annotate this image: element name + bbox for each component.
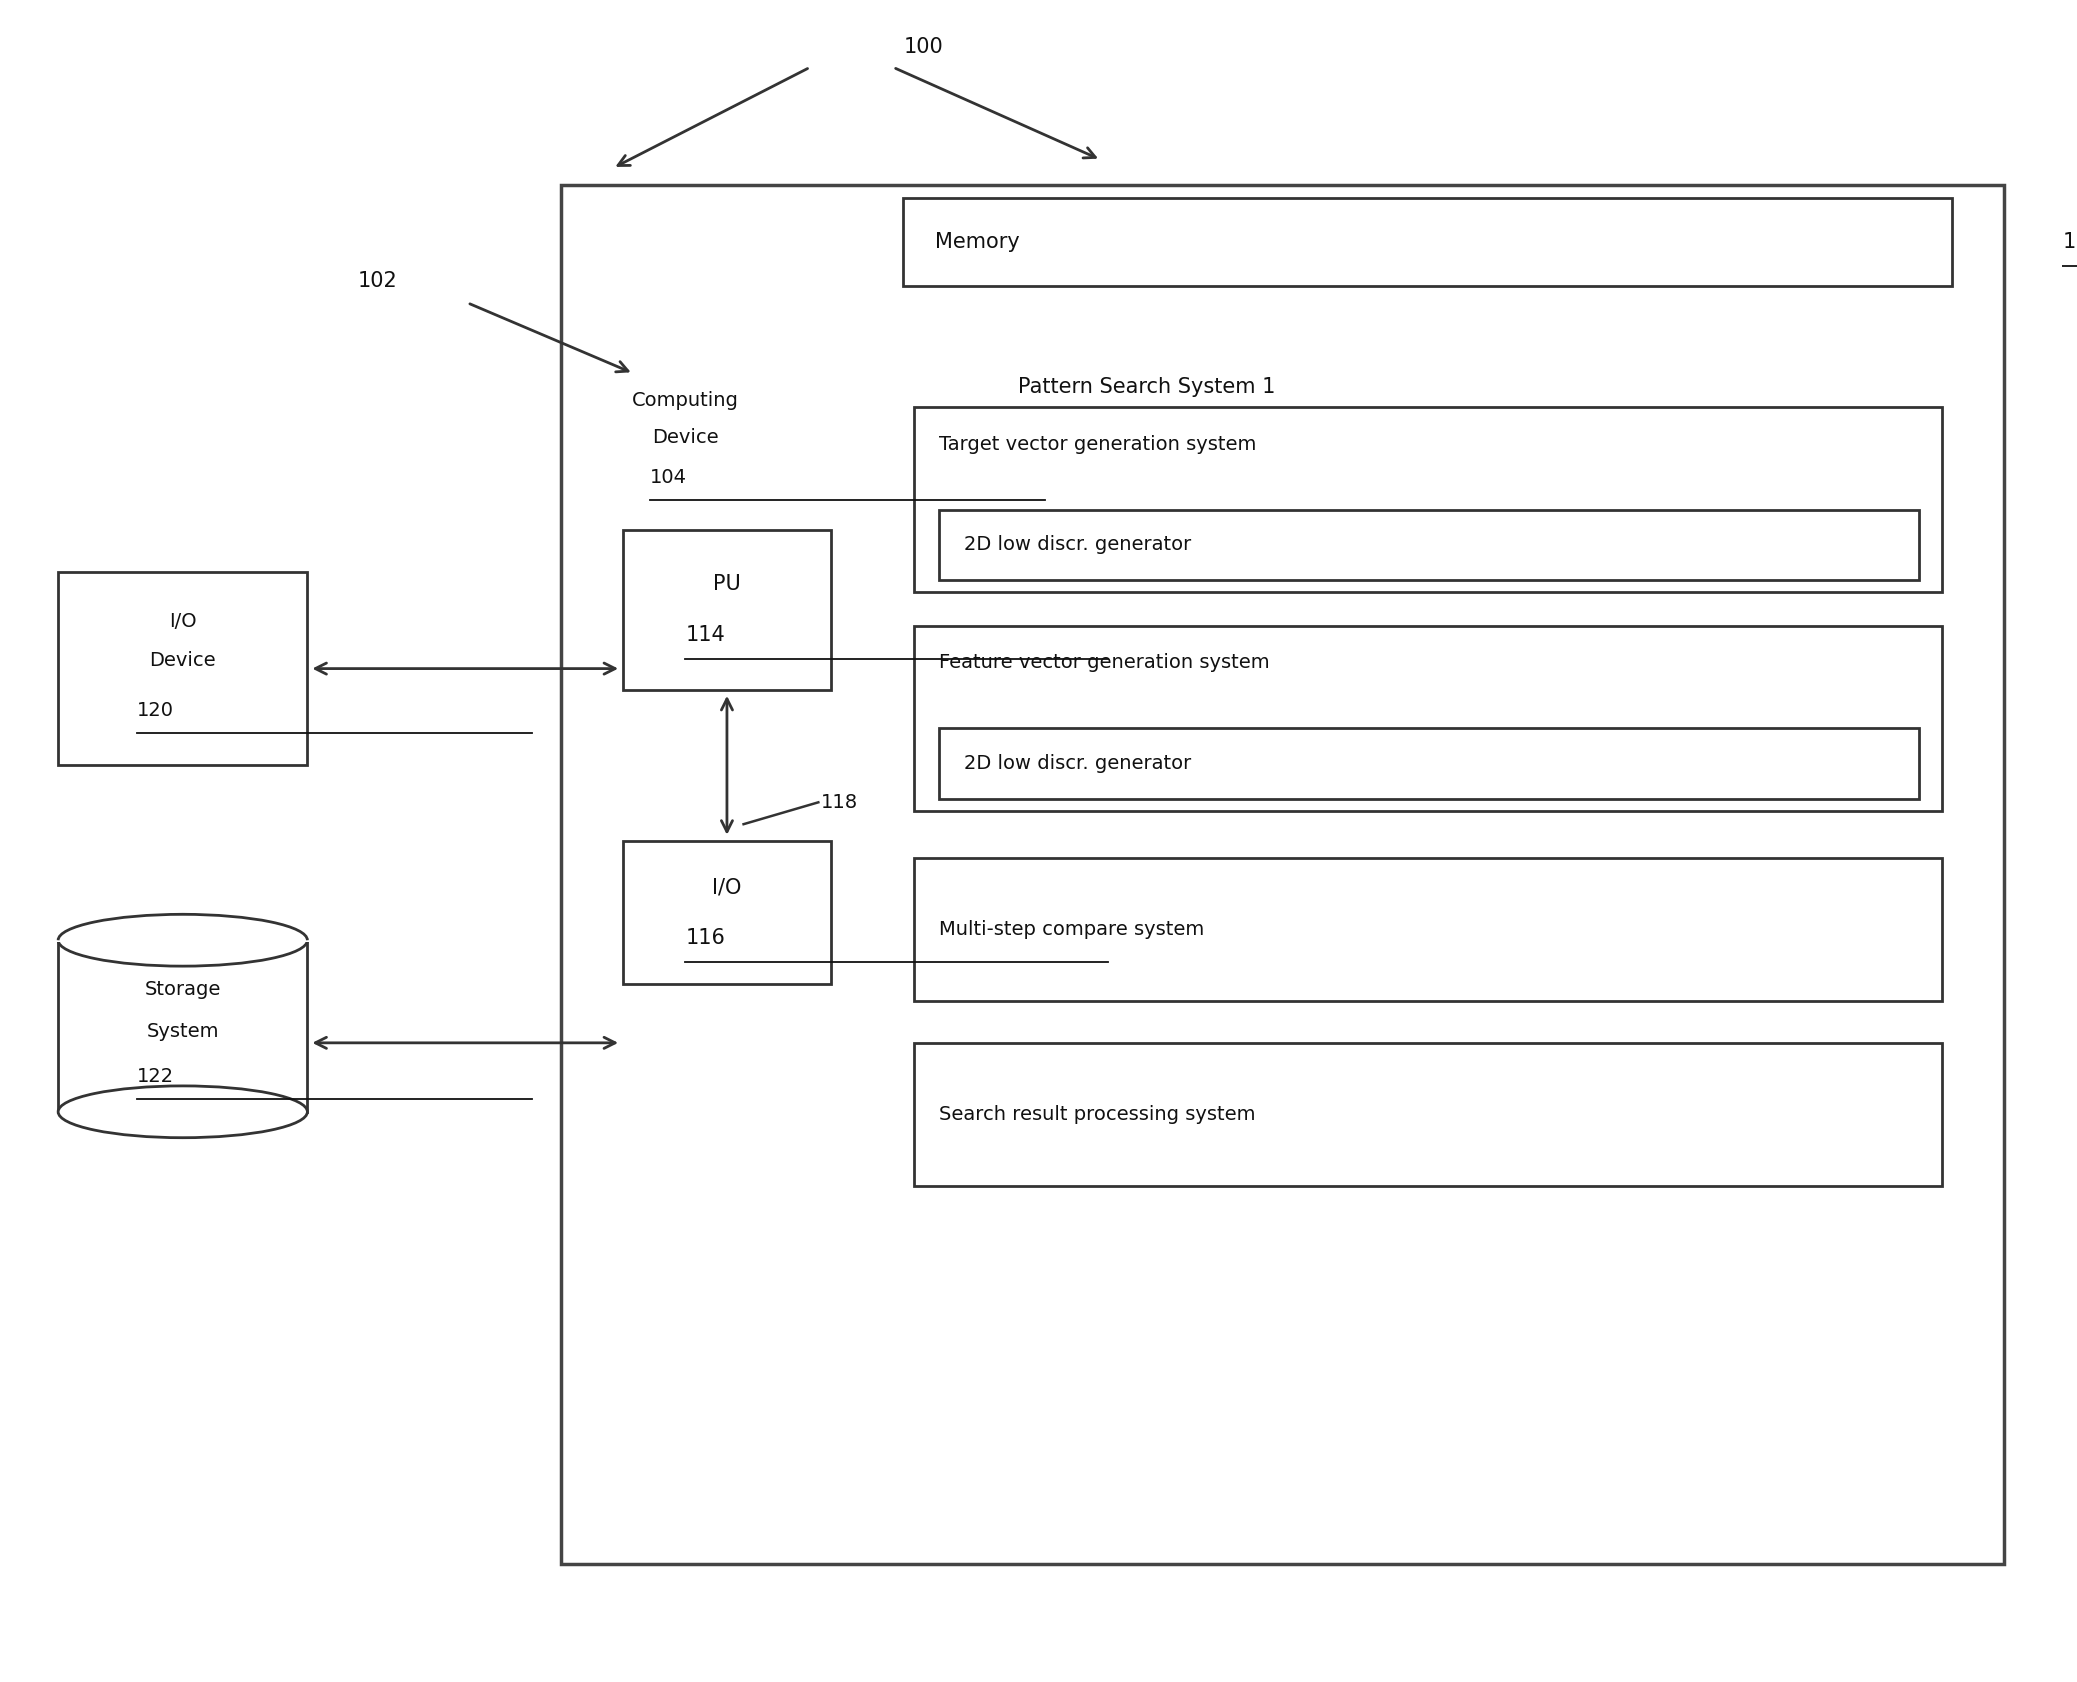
Bar — [939, 728, 1919, 799]
Text: Device: Device — [652, 427, 719, 447]
Text: I/O: I/O — [712, 878, 741, 897]
Text: Memory: Memory — [935, 232, 1032, 252]
Text: 2D low discr. generator: 2D low discr. generator — [964, 535, 1203, 555]
Text: 104: 104 — [650, 468, 687, 488]
Ellipse shape — [58, 1087, 307, 1137]
Text: Multi-step compare system: Multi-step compare system — [939, 920, 1217, 939]
Text: Target vector generation system: Target vector generation system — [939, 434, 1269, 454]
Bar — [58, 940, 307, 1112]
Text: Feature vector generation system: Feature vector generation system — [939, 653, 1282, 673]
Text: 102: 102 — [357, 271, 397, 291]
Bar — [914, 1043, 1942, 1186]
Ellipse shape — [58, 915, 307, 965]
Bar — [56, 913, 309, 942]
Text: 112: 112 — [2062, 232, 2077, 252]
Bar — [914, 858, 1942, 1001]
Text: 100: 100 — [903, 37, 943, 57]
Bar — [939, 510, 1919, 580]
Text: 122: 122 — [137, 1066, 174, 1087]
Bar — [623, 841, 831, 984]
Text: Computing: Computing — [631, 390, 739, 410]
Bar — [623, 530, 831, 690]
Bar — [914, 626, 1942, 811]
Text: 2D low discr. generator: 2D low discr. generator — [964, 754, 1203, 774]
Bar — [914, 407, 1942, 592]
Bar — [58, 572, 307, 765]
Text: Device: Device — [150, 651, 216, 669]
Text: Search result processing system: Search result processing system — [939, 1105, 1267, 1124]
Bar — [903, 198, 1952, 286]
Bar — [561, 185, 2004, 1564]
Text: System: System — [147, 1021, 218, 1041]
Text: 114: 114 — [685, 626, 725, 644]
Text: I/O: I/O — [168, 612, 197, 631]
Text: Storage: Storage — [145, 979, 220, 999]
Text: Pattern Search System 1: Pattern Search System 1 — [1018, 377, 1275, 397]
Text: 120: 120 — [137, 701, 174, 720]
Text: 118: 118 — [820, 792, 858, 812]
Text: PU: PU — [712, 575, 741, 594]
Text: 116: 116 — [685, 928, 725, 947]
